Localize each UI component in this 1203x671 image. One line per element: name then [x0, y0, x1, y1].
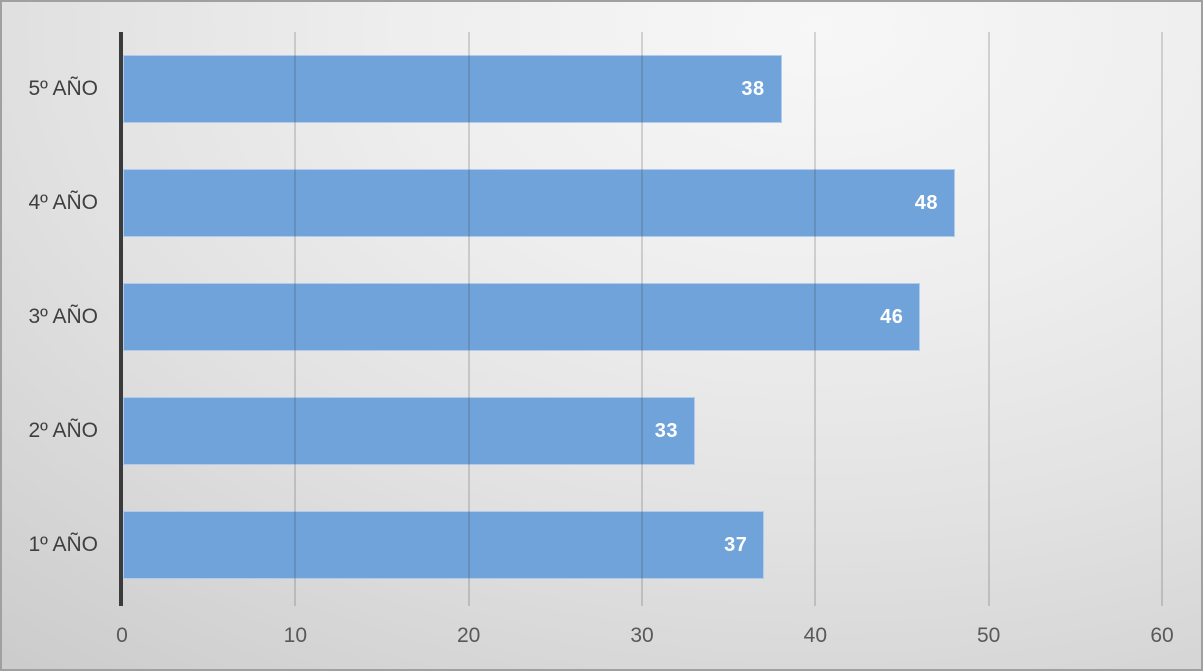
category-label: 2º AÑO: [28, 419, 98, 442]
category-label: 1º AÑO: [28, 533, 98, 556]
bar: 48: [123, 169, 955, 237]
bar: 46: [123, 283, 921, 351]
x-tick-label: 10: [283, 624, 308, 647]
gridline: [1161, 32, 1163, 606]
x-axis: 0 10 20 30 40 50 60: [116, 606, 1174, 666]
bar-value-label: 37: [724, 533, 748, 556]
bar-row: 1º AÑO 37: [28, 488, 1162, 602]
bar-row: 5º AÑO 38: [28, 32, 1162, 146]
bar-value-label: 46: [880, 305, 904, 328]
bar-rows: 5º AÑO 38 4º AÑO 48 3º AÑO 46 2º AÑO 33 1º AÑO 37: [28, 32, 1162, 602]
bar-value-label: 48: [914, 191, 938, 214]
x-tick-label: 40: [803, 624, 828, 647]
plot-area: 5º AÑO 38 4º AÑO 48 3º AÑO 46 2º AÑO 33 1º AÑO 37: [28, 32, 1163, 606]
category-label: 4º AÑO: [28, 191, 98, 214]
bar-row: 2º AÑO 33: [28, 374, 1162, 488]
bar-value-label: 38: [741, 77, 765, 100]
gridline: [814, 32, 817, 606]
category-label: 3º AÑO: [28, 305, 98, 328]
gridline: [467, 32, 470, 606]
x-tick-label: 30: [630, 624, 654, 647]
gridline: [294, 32, 297, 606]
x-tick-label: 60: [1150, 624, 1174, 647]
bar-row: 4º AÑO 48: [28, 146, 1162, 260]
x-tick-label: 20: [456, 624, 481, 647]
bar-value-label: 33: [654, 419, 678, 442]
y-axis-line: [119, 32, 123, 606]
category-label: 5º AÑO: [28, 77, 98, 100]
bar: 37: [123, 511, 765, 579]
gridline: [987, 32, 990, 606]
bar: 38: [123, 55, 782, 123]
bar: 33: [123, 397, 695, 465]
gridline: [641, 32, 643, 606]
bar-row: 3º AÑO 46: [28, 260, 1162, 374]
x-tick-label: 50: [976, 624, 1001, 647]
x-tick-label: 0: [116, 624, 128, 647]
